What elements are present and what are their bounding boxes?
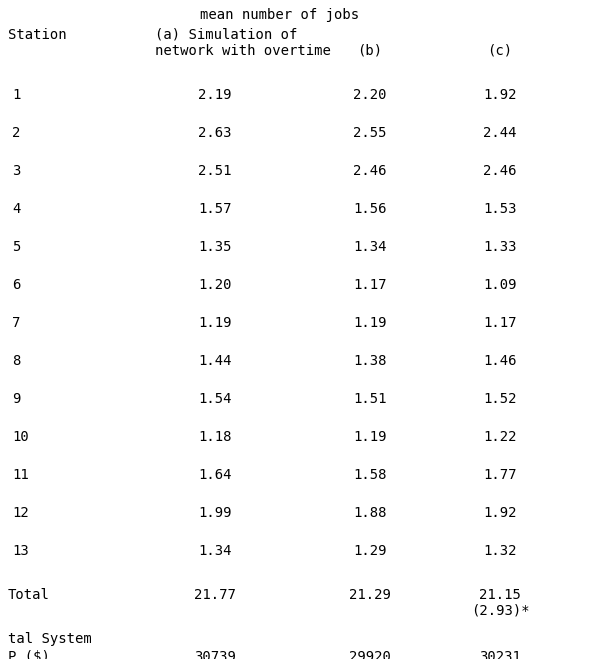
- Text: 1.29: 1.29: [353, 544, 387, 558]
- Text: 2.20: 2.20: [353, 88, 387, 102]
- Text: 2.46: 2.46: [483, 164, 517, 178]
- Text: 1.32: 1.32: [483, 544, 517, 558]
- Text: 2.46: 2.46: [353, 164, 387, 178]
- Text: 12: 12: [12, 506, 29, 520]
- Text: 1.99: 1.99: [198, 506, 232, 520]
- Text: 1.46: 1.46: [483, 354, 517, 368]
- Text: 13: 13: [12, 544, 29, 558]
- Text: 2.51: 2.51: [198, 164, 232, 178]
- Text: 1.53: 1.53: [483, 202, 517, 216]
- Text: 3: 3: [12, 164, 20, 178]
- Text: 1.52: 1.52: [483, 392, 517, 406]
- Text: 1.34: 1.34: [198, 544, 232, 558]
- Text: (b): (b): [358, 44, 383, 58]
- Text: 6: 6: [12, 278, 20, 292]
- Text: 1.35: 1.35: [198, 240, 232, 254]
- Text: 7: 7: [12, 316, 20, 330]
- Text: (2.93)*: (2.93)*: [471, 604, 529, 618]
- Text: 2.19: 2.19: [198, 88, 232, 102]
- Text: 1.09: 1.09: [483, 278, 517, 292]
- Text: 1.17: 1.17: [483, 316, 517, 330]
- Text: 9: 9: [12, 392, 20, 406]
- Text: 10: 10: [12, 430, 29, 444]
- Text: 1.57: 1.57: [198, 202, 232, 216]
- Text: 1.56: 1.56: [353, 202, 387, 216]
- Text: 1.54: 1.54: [198, 392, 232, 406]
- Text: 1.18: 1.18: [198, 430, 232, 444]
- Text: 30231: 30231: [479, 650, 521, 659]
- Text: 2.55: 2.55: [353, 126, 387, 140]
- Text: 21.29: 21.29: [349, 588, 391, 602]
- Text: 1.38: 1.38: [353, 354, 387, 368]
- Text: 1.33: 1.33: [483, 240, 517, 254]
- Text: 11: 11: [12, 468, 29, 482]
- Text: 1.88: 1.88: [353, 506, 387, 520]
- Text: 1: 1: [12, 88, 20, 102]
- Text: P ($): P ($): [8, 650, 50, 659]
- Text: 2.44: 2.44: [483, 126, 517, 140]
- Text: 1.58: 1.58: [353, 468, 387, 482]
- Text: (a) Simulation of: (a) Simulation of: [155, 28, 297, 42]
- Text: Station: Station: [8, 28, 67, 42]
- Text: 1.51: 1.51: [353, 392, 387, 406]
- Text: 2: 2: [12, 126, 20, 140]
- Text: 21.77: 21.77: [194, 588, 236, 602]
- Text: 1.19: 1.19: [198, 316, 232, 330]
- Text: 1.77: 1.77: [483, 468, 517, 482]
- Text: 1.34: 1.34: [353, 240, 387, 254]
- Text: 1.20: 1.20: [198, 278, 232, 292]
- Text: 1.64: 1.64: [198, 468, 232, 482]
- Text: tal System: tal System: [8, 632, 92, 646]
- Text: network with overtime: network with overtime: [155, 44, 331, 58]
- Text: 21.15: 21.15: [479, 588, 521, 602]
- Text: 1.17: 1.17: [353, 278, 387, 292]
- Text: 1.22: 1.22: [483, 430, 517, 444]
- Text: 5: 5: [12, 240, 20, 254]
- Text: 1.92: 1.92: [483, 506, 517, 520]
- Text: mean number of jobs: mean number of jobs: [200, 8, 359, 22]
- Text: (c): (c): [488, 44, 513, 58]
- Text: 2.63: 2.63: [198, 126, 232, 140]
- Text: 4: 4: [12, 202, 20, 216]
- Text: 1.44: 1.44: [198, 354, 232, 368]
- Text: Total: Total: [8, 588, 50, 602]
- Text: 29920: 29920: [349, 650, 391, 659]
- Text: 1.92: 1.92: [483, 88, 517, 102]
- Text: 1.19: 1.19: [353, 316, 387, 330]
- Text: 8: 8: [12, 354, 20, 368]
- Text: 1.19: 1.19: [353, 430, 387, 444]
- Text: 30739: 30739: [194, 650, 236, 659]
